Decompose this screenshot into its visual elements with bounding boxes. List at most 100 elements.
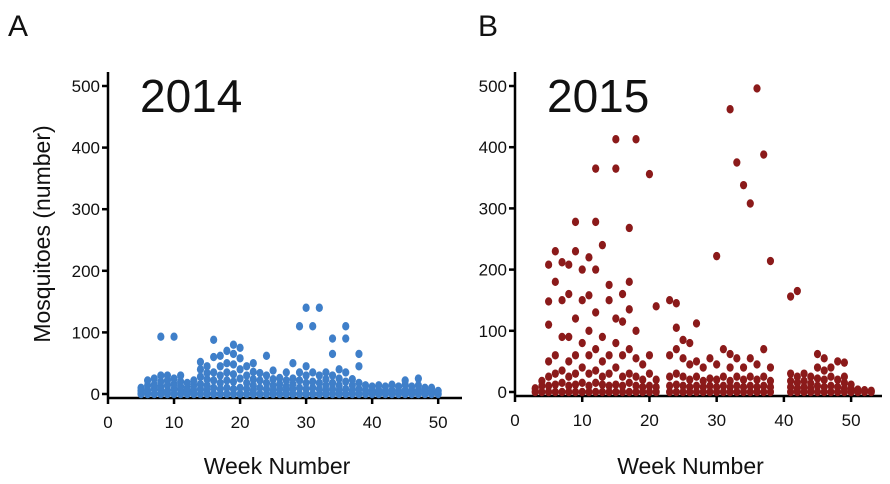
- x-tick-label: 10: [573, 411, 592, 430]
- data-point: [150, 374, 158, 383]
- data-point: [196, 372, 205, 381]
- data-point: [578, 265, 586, 274]
- data-point: [618, 317, 627, 326]
- y-tick-label: 100: [72, 323, 100, 342]
- y-tick-label: 300: [72, 200, 100, 219]
- data-point: [302, 384, 310, 394]
- data-point: [760, 387, 768, 397]
- data-point: [585, 381, 593, 391]
- data-point: [355, 384, 363, 394]
- data-point: [612, 380, 620, 389]
- y-tick-label: 400: [72, 139, 100, 158]
- data-point: [223, 359, 231, 368]
- data-point: [645, 351, 654, 360]
- data-point: [229, 370, 238, 379]
- x-tick-label: 30: [297, 413, 316, 432]
- data-point: [545, 260, 553, 269]
- data-point: [827, 381, 835, 391]
- data-point: [210, 376, 218, 385]
- data-point: [309, 383, 317, 393]
- data-point: [342, 368, 350, 377]
- data-point: [236, 354, 244, 363]
- data-point: [348, 375, 356, 384]
- data-point: [746, 372, 754, 381]
- data-point: [592, 366, 600, 375]
- data-point: [598, 240, 606, 250]
- data-point: [565, 357, 573, 366]
- data-point: [834, 357, 842, 366]
- data-point: [666, 372, 674, 381]
- y-axis-label: Mosquitoes (number): [29, 125, 55, 342]
- data-point: [223, 346, 231, 356]
- data-point: [269, 381, 277, 390]
- data-point: [322, 381, 330, 390]
- data-point: [256, 376, 264, 385]
- data-point: [361, 381, 370, 390]
- data-point: [605, 351, 613, 360]
- data-point: [800, 382, 808, 392]
- data-point: [578, 378, 586, 388]
- data-point: [672, 344, 680, 354]
- y-tick-label: 200: [72, 262, 100, 281]
- data-point: [672, 380, 680, 389]
- data-point: [598, 332, 606, 342]
- data-point: [381, 382, 389, 391]
- data-point: [827, 387, 835, 397]
- data-point: [216, 378, 224, 388]
- data-point: [295, 383, 304, 393]
- data-point: [598, 357, 606, 366]
- data-point: [295, 368, 304, 377]
- data-point: [713, 382, 721, 392]
- data-point: [256, 389, 264, 399]
- data-point: [196, 379, 205, 389]
- data-point: [854, 385, 862, 394]
- data-point: [243, 378, 251, 388]
- data-point: [699, 376, 707, 386]
- chart-panel-b: B 2015 0 100 200 300 400 500 0 10 20 30 40 50 Week Num…: [478, 10, 882, 479]
- data-point: [368, 382, 376, 391]
- data-point: [592, 308, 600, 317]
- data-point: [666, 381, 674, 391]
- data-point: [692, 319, 701, 328]
- data-point: [679, 372, 687, 381]
- data-point: [706, 381, 714, 391]
- data-point: [699, 363, 707, 372]
- data-point: [335, 374, 343, 383]
- data-point: [342, 334, 350, 343]
- data-point: [618, 387, 627, 397]
- data-point: [302, 303, 310, 312]
- y-tick-label: 400: [479, 138, 507, 157]
- data-point: [652, 375, 660, 384]
- data-point: [249, 367, 257, 377]
- data-point: [632, 381, 640, 391]
- data-point: [592, 217, 600, 227]
- data-point: [236, 374, 244, 383]
- data-point: [236, 389, 244, 399]
- data-point: [565, 260, 573, 269]
- data-point: [672, 299, 680, 308]
- data-point: [414, 381, 422, 390]
- data-point: [612, 387, 620, 397]
- x-tick-label: 40: [363, 413, 382, 432]
- data-point: [639, 360, 647, 369]
- data-point: [551, 351, 559, 360]
- data-point: [598, 387, 606, 397]
- data-point: [618, 351, 627, 360]
- data-point: [157, 377, 165, 386]
- data-point: [315, 378, 323, 388]
- data-point: [612, 314, 620, 323]
- data-point: [335, 381, 343, 390]
- data-point: [216, 384, 224, 394]
- data-point: [739, 180, 748, 190]
- data-point: [645, 387, 654, 397]
- data-point: [309, 377, 317, 386]
- data-point: [605, 369, 613, 378]
- data-point: [229, 384, 238, 394]
- data-point: [565, 332, 573, 342]
- data-point: [269, 375, 277, 384]
- data-point: [706, 354, 714, 363]
- data-point: [605, 381, 613, 391]
- data-point: [713, 360, 721, 369]
- data-point: [229, 349, 238, 359]
- data-point: [531, 384, 539, 393]
